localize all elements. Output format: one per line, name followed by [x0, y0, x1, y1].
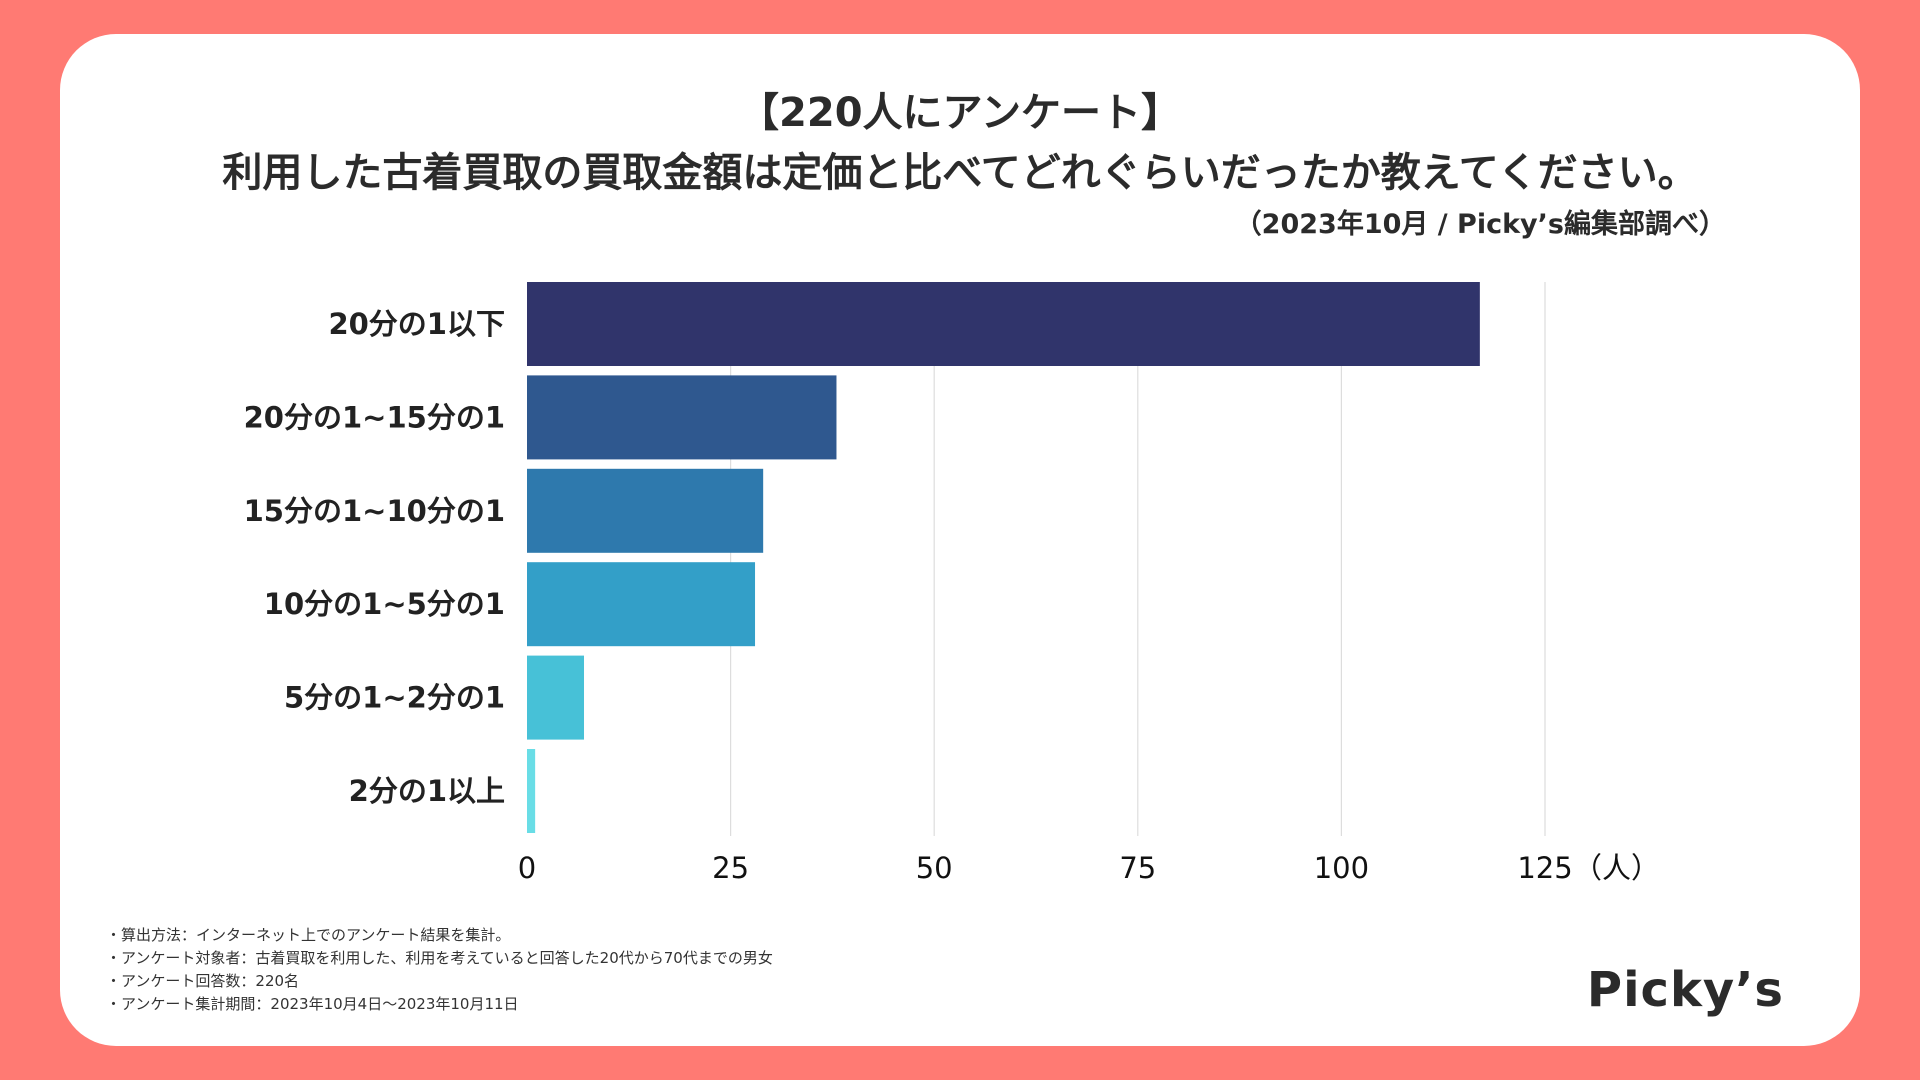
category-label: 2分の1以上: [349, 774, 505, 808]
x-tick-label: 0: [518, 851, 536, 885]
note-period: ・アンケート集計期間：2023年10月4日〜2023年10月11日: [106, 995, 519, 1013]
x-tick-label: 50: [916, 851, 953, 885]
bar: [527, 282, 1480, 366]
bars: [527, 282, 1480, 833]
category-label: 20分の1~15分の1: [244, 400, 505, 434]
category-labels: 20分の1以下 20分の1~15分の1 15分の1~10分の1 10分の1~5分の1 5…: [244, 307, 505, 808]
category-label: 15分の1~10分の1: [244, 494, 505, 528]
bar: [527, 562, 756, 647]
bar: [527, 375, 837, 460]
bar: [527, 749, 536, 833]
survey-notes: ・算出方法：インターネット上でのアンケート結果を集計。 ・アンケート対象者：古着…: [106, 924, 773, 1016]
x-tick-label: 125: [1517, 851, 1572, 885]
tick-labels: 0 25 50 75 100 125: [518, 851, 1573, 885]
category-label: 10分の1~5分の1: [264, 587, 505, 621]
note-method: ・算出方法：インターネット上でのアンケート結果を集計。: [106, 926, 511, 944]
grid-lines: [729, 282, 1546, 836]
bar: [527, 468, 764, 553]
category-label: 20分の1以下: [328, 307, 505, 341]
x-tick-label: 25: [712, 851, 749, 885]
bar: [527, 655, 585, 740]
chart-title-line1: 【220人にアンケート】: [739, 90, 1181, 136]
category-label: 5分の1~2分の1: [284, 681, 505, 715]
note-count: ・アンケート回答数：220名: [106, 972, 300, 990]
x-tick-label: 75: [1119, 851, 1156, 885]
chart-card: [60, 34, 1860, 1046]
note-target: ・アンケート対象者：古着買取を利用した、利用を考えていると回答した20代から70…: [106, 949, 773, 967]
chart-title-line2: 利用した古着買取の買取金額は定価と比べてどれぐらいだったか教えてください。: [222, 150, 1698, 196]
pickys-logo: Picky’s: [1586, 962, 1784, 1018]
source-note: （2023年10月 / Picky’s編集部調べ）: [1234, 209, 1726, 240]
x-tick-label: 100: [1314, 851, 1369, 885]
x-axis-unit-label: （人）: [1573, 851, 1660, 885]
